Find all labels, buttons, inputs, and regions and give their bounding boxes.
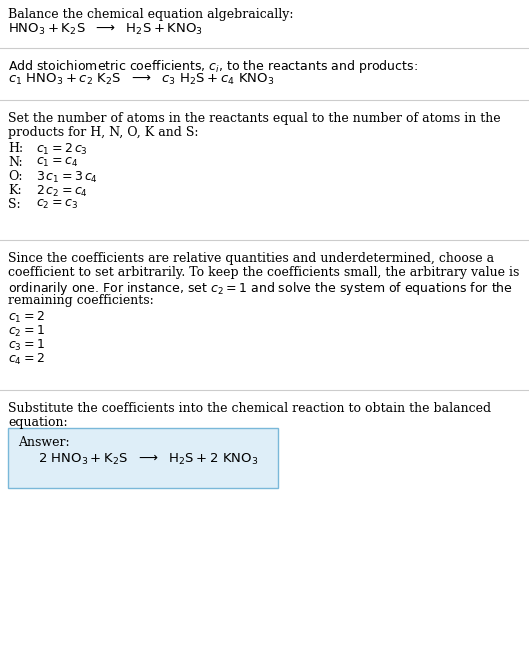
Text: H:: H: xyxy=(8,142,23,155)
Text: $c_2 = c_3$: $c_2 = c_3$ xyxy=(36,198,78,211)
Text: O:: O: xyxy=(8,170,23,183)
Text: equation:: equation: xyxy=(8,416,68,429)
Text: Balance the chemical equation algebraically:: Balance the chemical equation algebraica… xyxy=(8,8,294,21)
Text: S:: S: xyxy=(8,198,21,211)
Text: $c_1 = 2$: $c_1 = 2$ xyxy=(8,310,45,325)
Text: products for H, N, O, K and S:: products for H, N, O, K and S: xyxy=(8,126,198,139)
Text: $2\,c_2 = c_4$: $2\,c_2 = c_4$ xyxy=(36,184,88,199)
Text: N:: N: xyxy=(8,156,23,169)
Text: Substitute the coefficients into the chemical reaction to obtain the balanced: Substitute the coefficients into the che… xyxy=(8,402,491,415)
Text: $\mathregular{2\ HNO_3 + K_2S\ \ \longrightarrow\ \ H_2S + 2\ KNO_3}$: $\mathregular{2\ HNO_3 + K_2S\ \ \longri… xyxy=(38,452,259,467)
Text: $c_1 = 2\,c_3$: $c_1 = 2\,c_3$ xyxy=(36,142,88,157)
Text: K:: K: xyxy=(8,184,22,197)
Text: Answer:: Answer: xyxy=(18,436,70,449)
Text: Since the coefficients are relative quantities and underdetermined, choose a: Since the coefficients are relative quan… xyxy=(8,252,494,265)
Text: $c_1 = c_4$: $c_1 = c_4$ xyxy=(36,156,78,169)
Text: coefficient to set arbitrarily. To keep the coefficients small, the arbitrary va: coefficient to set arbitrarily. To keep … xyxy=(8,266,519,279)
Text: $c_2 = 1$: $c_2 = 1$ xyxy=(8,324,45,339)
Text: $\mathregular{HNO_3 + K_2S\ \ \longrightarrow\ \ H_2S + KNO_3}$: $\mathregular{HNO_3 + K_2S\ \ \longright… xyxy=(8,22,203,37)
Text: $c_3 = 1$: $c_3 = 1$ xyxy=(8,338,45,353)
Text: Add stoichiometric coefficients, $c_i$, to the reactants and products:: Add stoichiometric coefficients, $c_i$, … xyxy=(8,58,418,75)
Text: $c_1\ \mathregular{HNO_3} + c_2\ \mathregular{K_2S}\ \ \longrightarrow\ \ c_3\ \: $c_1\ \mathregular{HNO_3} + c_2\ \mathre… xyxy=(8,72,275,87)
Bar xyxy=(8,428,278,488)
Text: Set the number of atoms in the reactants equal to the number of atoms in the: Set the number of atoms in the reactants… xyxy=(8,112,500,125)
Text: ordinarily one. For instance, set $c_2 = 1$ and solve the system of equations fo: ordinarily one. For instance, set $c_2 =… xyxy=(8,280,513,297)
Text: remaining coefficients:: remaining coefficients: xyxy=(8,294,154,307)
Text: $3\,c_1 = 3\,c_4$: $3\,c_1 = 3\,c_4$ xyxy=(36,170,98,185)
Text: $c_4 = 2$: $c_4 = 2$ xyxy=(8,352,45,367)
